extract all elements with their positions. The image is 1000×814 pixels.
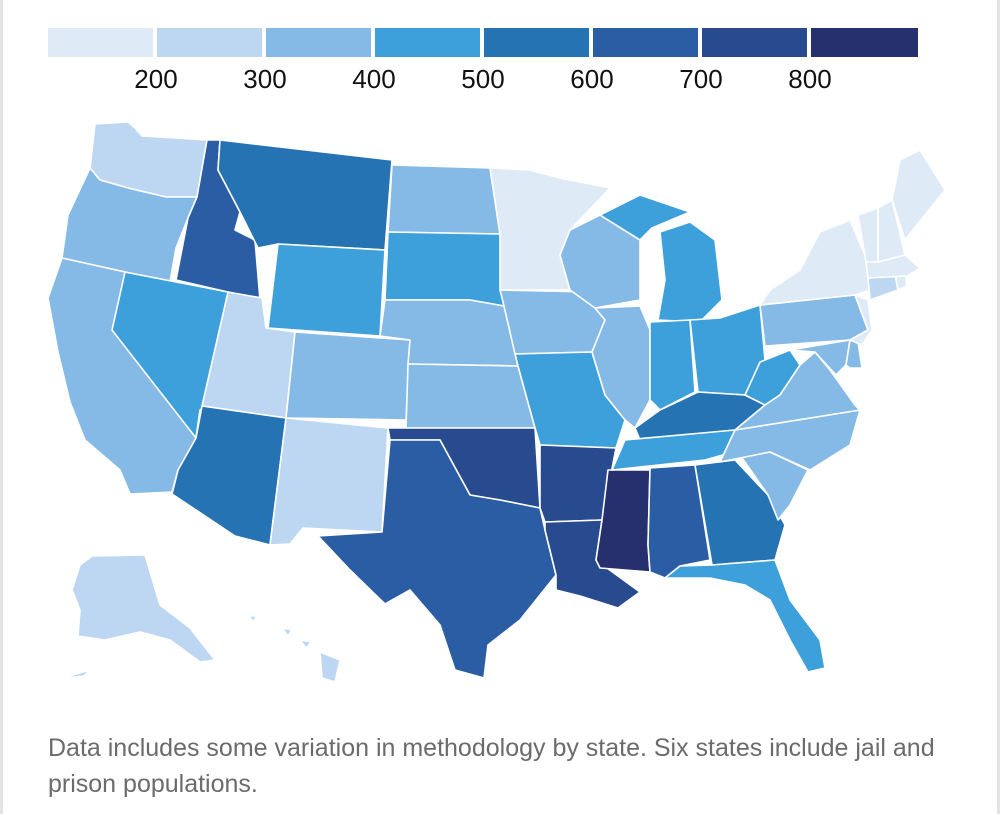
- state-wy[interactable]: [267, 243, 386, 337]
- state-va[interactable]: [734, 351, 861, 431]
- state-nd[interactable]: [387, 164, 501, 235]
- state-tx[interactable]: [317, 439, 557, 679]
- state-me[interactable]: [891, 149, 946, 241]
- state-hi[interactable]: [247, 615, 341, 683]
- legend-tick-600: 600: [570, 64, 614, 94]
- legend-tick-500: 500: [461, 64, 505, 94]
- legend-swatch-2: [157, 28, 262, 57]
- state-ak[interactable]: [61, 554, 216, 679]
- state-nj[interactable]: [849, 294, 873, 346]
- state-mt[interactable]: [217, 139, 393, 251]
- legend-swatch-4: [375, 28, 480, 57]
- legend-tick-800: 800: [788, 64, 832, 94]
- legend-tick-700: 700: [679, 64, 723, 94]
- state-mi[interactable]: [599, 194, 723, 323]
- legend-tick-400: 400: [352, 64, 396, 94]
- state-ny[interactable]: [759, 219, 871, 306]
- legend-tick-300: 300: [243, 64, 287, 94]
- state-nh[interactable]: [877, 199, 906, 263]
- legend-swatch-5: [484, 28, 589, 57]
- legend-swatch-3: [266, 28, 371, 57]
- left-frame-border: [0, 0, 3, 814]
- map-svg: [47, 121, 946, 683]
- state-ks[interactable]: [405, 363, 536, 429]
- legend-tick-labels: 200 300 400 500 600 700 800: [48, 64, 918, 94]
- legend-color-bar: [48, 28, 918, 57]
- state-nm[interactable]: [269, 417, 389, 546]
- color-legend: 200 300 400 500 600 700 800: [48, 28, 918, 98]
- legend-swatch-7: [702, 28, 807, 57]
- legend-swatch-8: [811, 28, 918, 57]
- legend-swatch-1: [48, 28, 153, 57]
- us-choropleth-map: [0, 100, 1000, 700]
- legend-swatch-6: [593, 28, 698, 57]
- state-co[interactable]: [285, 331, 411, 421]
- legend-tick-200: 200: [134, 64, 178, 94]
- state-il[interactable]: [591, 305, 651, 429]
- state-fl[interactable]: [664, 559, 826, 673]
- state-md[interactable]: [789, 339, 851, 376]
- right-frame-border: [997, 0, 1000, 814]
- methodology-note: Data includes some variation in methodol…: [48, 734, 935, 798]
- state-sd[interactable]: [384, 231, 505, 307]
